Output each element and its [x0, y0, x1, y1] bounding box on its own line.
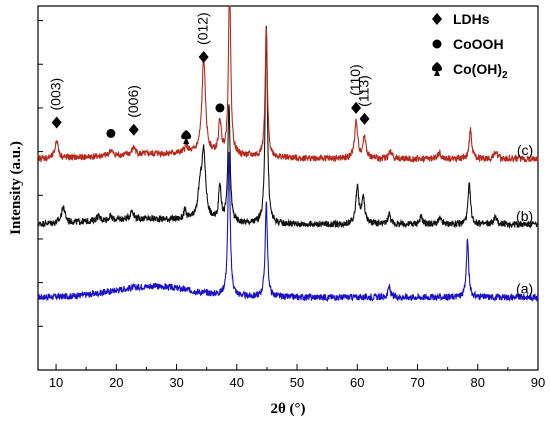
- x-tick-label: 70: [410, 375, 424, 390]
- legend-spade-icon: [432, 62, 442, 76]
- peak-annotation: (012): [195, 12, 211, 45]
- circle-marker: [106, 128, 116, 138]
- series-label: (c): [517, 142, 533, 158]
- series-line-1: [37, 25, 539, 230]
- diamond-marker: [128, 123, 139, 136]
- legend-label: CoOOH: [453, 36, 504, 52]
- x-tick-label: 20: [109, 375, 123, 390]
- x-tick-label: 10: [49, 375, 63, 390]
- diamond-marker: [198, 50, 209, 63]
- x-tick-label: 90: [531, 375, 545, 390]
- legend-diamond-icon: [432, 13, 442, 25]
- legend-circle-icon: [432, 39, 442, 49]
- x-tick-label: 80: [471, 375, 485, 390]
- series-label: (b): [516, 208, 533, 224]
- spade-marker: [181, 130, 192, 145]
- series-label: (a): [516, 281, 533, 297]
- diamond-marker: [359, 112, 370, 125]
- legend-label: Co(OH)2: [453, 61, 508, 81]
- series-line-2: [37, 5, 539, 164]
- peak-annotation: (110): [347, 64, 363, 96]
- diamond-marker: [51, 116, 62, 129]
- legend-label: LDHs: [453, 11, 490, 27]
- peak-annotation: (006): [125, 85, 141, 118]
- x-tick-label: 60: [350, 375, 364, 390]
- peak-annotation: (003): [48, 78, 64, 111]
- x-axis-label: 2θ (°): [270, 401, 305, 417]
- x-tick-label: 50: [290, 375, 304, 390]
- diamond-marker: [351, 101, 362, 114]
- y-axis-label: Intensity (a.u.): [8, 141, 24, 235]
- x-tick-label: 30: [169, 375, 183, 390]
- x-tick-label: 40: [230, 375, 244, 390]
- series-line-0: [37, 151, 539, 303]
- plot-frame: [37, 5, 539, 371]
- peak-annotation: (113): [356, 75, 372, 107]
- circle-marker: [215, 103, 225, 113]
